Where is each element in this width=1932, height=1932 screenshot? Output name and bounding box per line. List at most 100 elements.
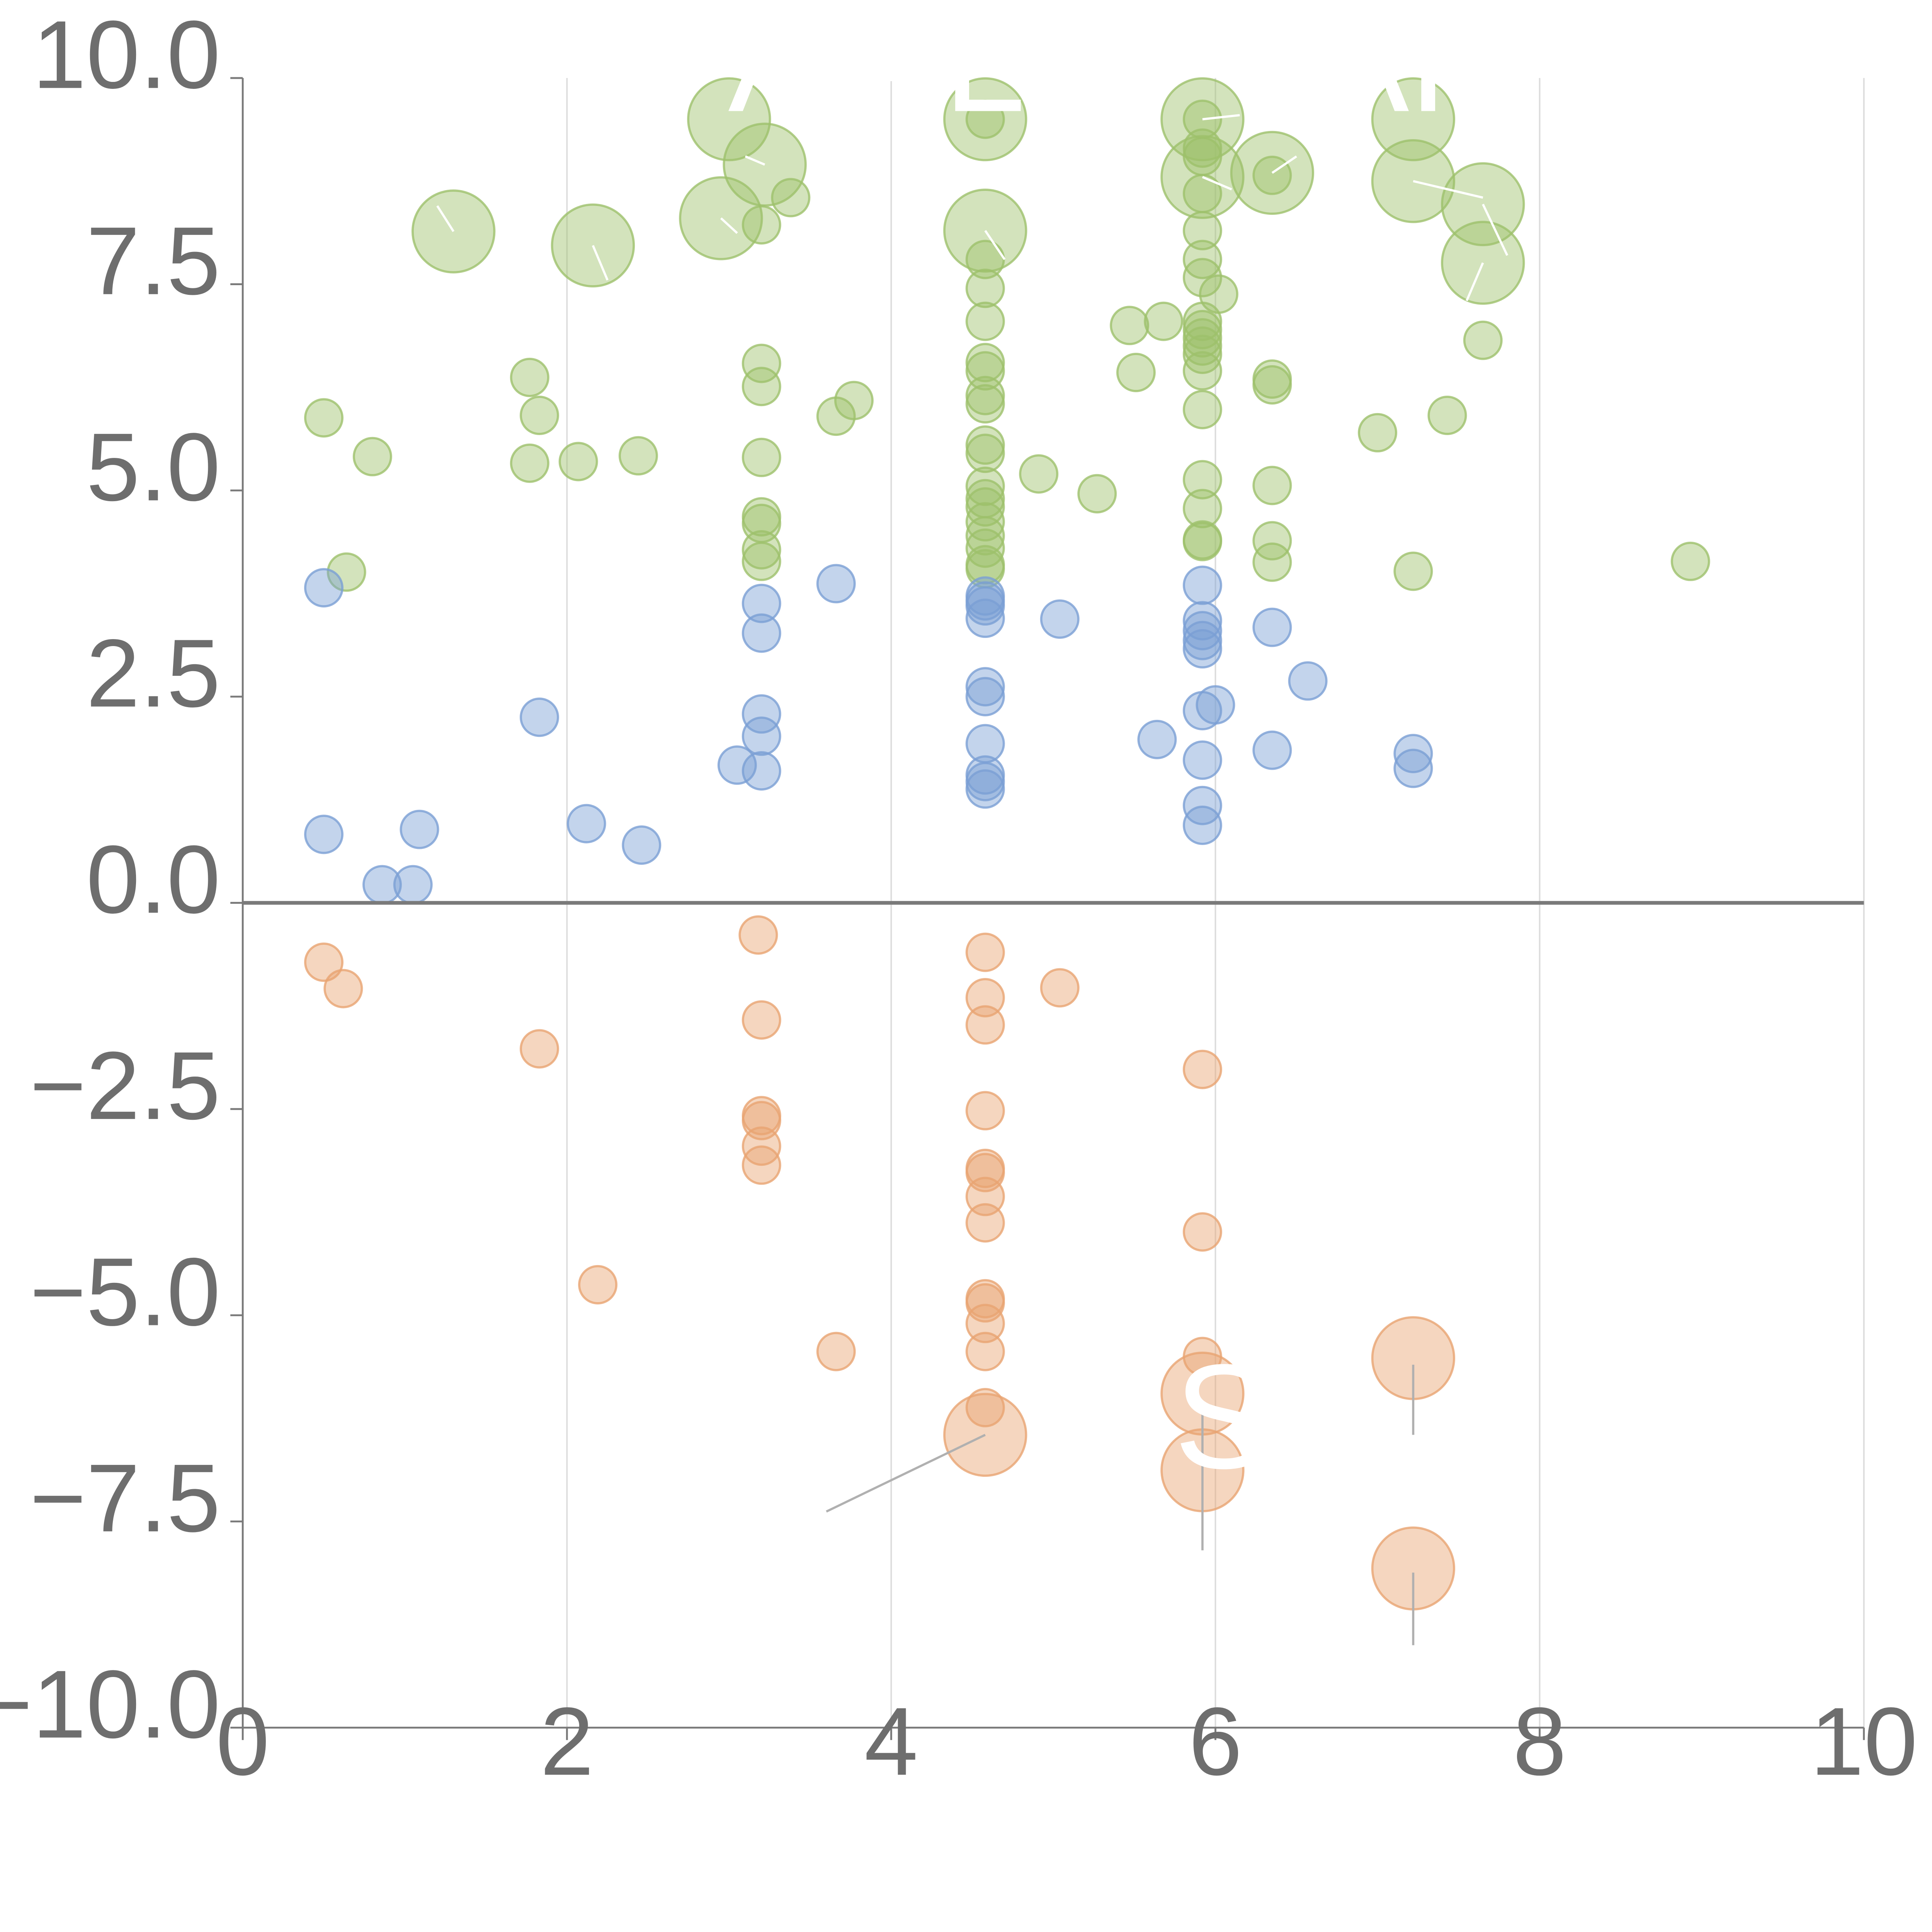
green-point — [1182, 258, 1222, 298]
annotation-label: A — [728, 0, 828, 143]
green-point — [742, 344, 781, 383]
blue-point — [1393, 734, 1433, 774]
green-point — [1182, 460, 1222, 500]
green-point — [1252, 521, 1292, 561]
orange-point — [965, 978, 1005, 1017]
orange-point — [965, 1203, 1005, 1243]
green-point — [965, 528, 1005, 568]
x-tick-label: 4 — [864, 1687, 918, 1795]
green-point — [1182, 335, 1222, 374]
blue-point — [742, 694, 781, 734]
orange-point — [965, 1153, 1005, 1192]
orange-point — [738, 915, 778, 955]
green-point — [1182, 489, 1222, 529]
blue-point — [816, 564, 856, 604]
green-point — [352, 437, 392, 476]
green-point — [558, 442, 598, 481]
orange-point — [742, 1000, 781, 1040]
blue-point — [400, 810, 439, 849]
orange-point — [965, 1332, 1005, 1371]
orange-point — [965, 1304, 1005, 1344]
blue-point — [1182, 786, 1222, 825]
green-point — [965, 99, 1005, 139]
leader-line — [745, 155, 765, 166]
y-tick-label: 0.0 — [86, 825, 221, 933]
blue-point — [304, 568, 344, 608]
green-point — [1427, 396, 1467, 435]
blue-point — [965, 769, 1005, 809]
x-tick-label: 6 — [1189, 1687, 1242, 1795]
leader-line — [592, 245, 609, 281]
annotations: ALC AR A S — [728, 0, 1516, 1500]
green-point — [965, 376, 1005, 415]
blue-point — [1182, 565, 1222, 605]
leader-line — [1202, 176, 1232, 190]
blue-point — [742, 716, 781, 756]
blue-point — [742, 751, 781, 791]
blue-point — [742, 583, 781, 623]
green-point — [742, 530, 781, 570]
blue-point — [1182, 601, 1222, 641]
green-point — [1670, 541, 1710, 581]
orange-point — [1182, 1049, 1222, 1089]
blue-point — [965, 677, 1005, 716]
green-point — [742, 367, 781, 406]
y-tick-label: 2.5 — [86, 619, 221, 727]
y-tick-label: −2.5 — [30, 1032, 221, 1139]
orange-point — [1182, 1212, 1222, 1252]
green-point — [1252, 365, 1292, 405]
leader-line — [984, 230, 1006, 260]
blue-point — [622, 825, 662, 865]
green-point — [742, 541, 781, 581]
blue-point — [965, 667, 1005, 707]
leader-line — [1413, 180, 1483, 199]
green-point — [1182, 351, 1222, 391]
blue-point — [1040, 599, 1080, 639]
green-point — [1358, 413, 1398, 452]
green-point — [965, 434, 1005, 473]
blue-point — [520, 697, 559, 737]
x-tick-label: 10 — [1810, 1687, 1918, 1795]
green-point — [1182, 522, 1222, 561]
annotation-label: ALC — [844, 0, 1133, 143]
blue-point — [1252, 607, 1292, 647]
green-point — [510, 357, 549, 397]
green-point — [1252, 155, 1292, 195]
green-point — [304, 398, 344, 438]
bubble-points — [304, 77, 1710, 1611]
green-point — [965, 425, 1005, 465]
orange-point — [965, 932, 1005, 972]
blue-point — [1182, 629, 1222, 669]
blue-point — [742, 613, 781, 653]
annotation-label: S — [1174, 1333, 1273, 1500]
y-tick-label: 10.0 — [32, 1, 221, 109]
green-point — [965, 269, 1005, 308]
orange-point — [304, 942, 344, 982]
green-point — [1252, 542, 1292, 582]
green-point — [965, 301, 1005, 341]
green-point — [965, 466, 1005, 506]
leader-line — [436, 205, 455, 232]
x-tick-label: 2 — [540, 1687, 594, 1795]
green-point — [1077, 474, 1117, 514]
leader-line — [720, 217, 738, 234]
green-point — [965, 384, 1005, 424]
green-point — [1116, 353, 1156, 392]
orange-point — [965, 1005, 1005, 1045]
y-tick-label: −7.5 — [30, 1444, 221, 1552]
green-point — [965, 487, 1005, 527]
green-point — [1160, 77, 1245, 162]
y-tick-label: 5.0 — [86, 413, 221, 521]
green-point — [687, 77, 771, 162]
green-point — [965, 343, 1005, 383]
green-point — [1371, 77, 1456, 162]
green-point — [1019, 454, 1059, 494]
blue-point — [1393, 748, 1433, 788]
green-point — [742, 437, 781, 477]
blue-point — [566, 804, 606, 844]
leader-line — [1202, 114, 1240, 121]
leader-line — [1271, 155, 1297, 174]
green-point — [1393, 551, 1433, 591]
green-point — [618, 436, 658, 476]
